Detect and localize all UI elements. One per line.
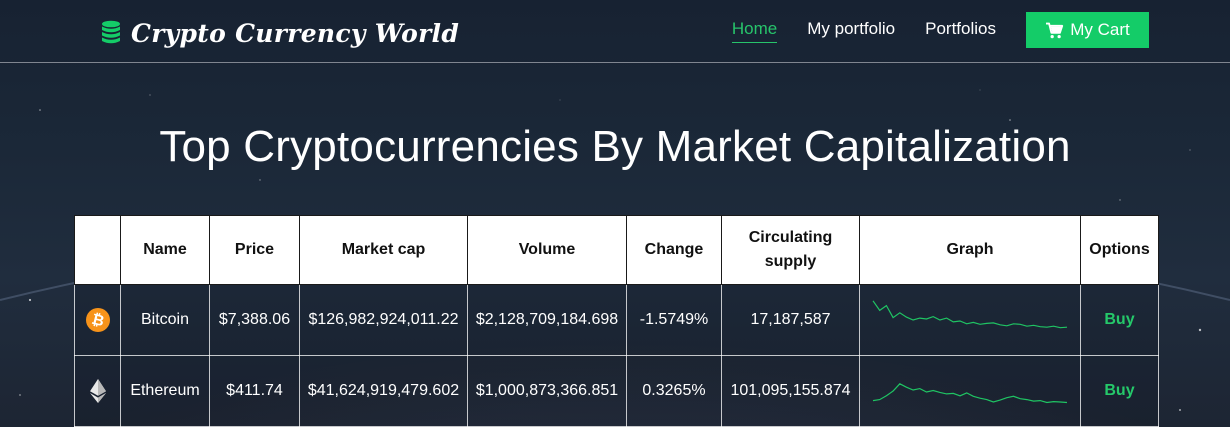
coin-market-cap: $41,624,919,479.602 <box>299 355 468 427</box>
coin-volume: $2,128,709,184.698 <box>467 284 627 356</box>
coin-price: $411.74 <box>209 355 300 427</box>
col-header-price: Price <box>209 215 300 285</box>
buy-button[interactable]: Buy <box>1104 382 1135 399</box>
cart-icon <box>1046 22 1064 38</box>
crypto-table: Name Price Market cap Volume Change Circ… <box>74 215 1159 427</box>
main-nav: Home My portfolio Portfolios My Cart <box>702 12 1149 48</box>
col-header-name: Name <box>120 215 210 285</box>
table-header-row: Name Price Market cap Volume Change Circ… <box>74 215 1159 285</box>
ethereum-icon <box>89 379 106 403</box>
table-row-ethereum[interactable]: Ethereum $411.74 $41,624,919,479.602 $1,… <box>74 355 1159 427</box>
col-header-icon <box>74 215 121 285</box>
col-header-graph: Graph <box>859 215 1081 285</box>
page-title: Top Cryptocurrencies By Market Capitaliz… <box>159 122 1071 171</box>
price-sparkline <box>872 383 1068 404</box>
nav-my-portfolio[interactable]: My portfolio <box>807 19 896 38</box>
coin-volume: $1,000,873,366.851 <box>467 355 627 427</box>
coin-name: Ethereum <box>120 355 210 427</box>
coin-supply: 17,187,587 <box>721 284 860 356</box>
coin-stack-icon <box>102 20 120 44</box>
my-cart-button[interactable]: My Cart <box>1026 12 1149 48</box>
coin-options-cell: Buy <box>1080 284 1159 356</box>
brand[interactable]: Crypto Currency World <box>100 16 459 50</box>
bitcoin-icon: ₿ <box>85 308 110 332</box>
coin-name: Bitcoin <box>120 284 210 356</box>
coin-graph-cell <box>859 284 1081 356</box>
col-header-volume: Volume <box>467 215 627 285</box>
col-header-circulating-supply: Circulating supply <box>721 215 860 285</box>
col-header-change: Change <box>626 215 722 285</box>
table-row-bitcoin[interactable]: ₿ Bitcoin $7,388.06 $126,982,924,011.22 … <box>74 284 1159 356</box>
coin-change: -1.5749% <box>626 284 722 356</box>
coin-options-cell: Buy <box>1080 355 1159 427</box>
coin-icon-cell <box>74 355 121 427</box>
coin-change: 0.3265% <box>626 355 722 427</box>
top-navbar: Crypto Currency World Home My portfolio … <box>0 0 1230 63</box>
sparkline-path <box>872 300 1068 329</box>
coin-market-cap: $126,982,924,011.22 <box>299 284 468 356</box>
coin-graph-cell <box>859 355 1081 427</box>
sparkline-path <box>872 383 1068 404</box>
nav-home[interactable]: Home <box>731 18 778 43</box>
brand-name: Crypto Currency World <box>131 18 460 48</box>
col-header-options: Options <box>1080 215 1159 285</box>
svg-text:₿: ₿ <box>89 310 105 330</box>
cart-label: My Cart <box>1070 20 1130 39</box>
nav-portfolios[interactable]: Portfolios <box>925 19 996 38</box>
col-header-market-cap: Market cap <box>299 215 468 285</box>
buy-button[interactable]: Buy <box>1104 311 1135 328</box>
coin-price: $7,388.06 <box>209 284 300 356</box>
coin-icon-cell: ₿ <box>74 284 121 356</box>
price-sparkline <box>872 300 1068 329</box>
coin-supply: 101,095,155.874 <box>721 355 860 427</box>
